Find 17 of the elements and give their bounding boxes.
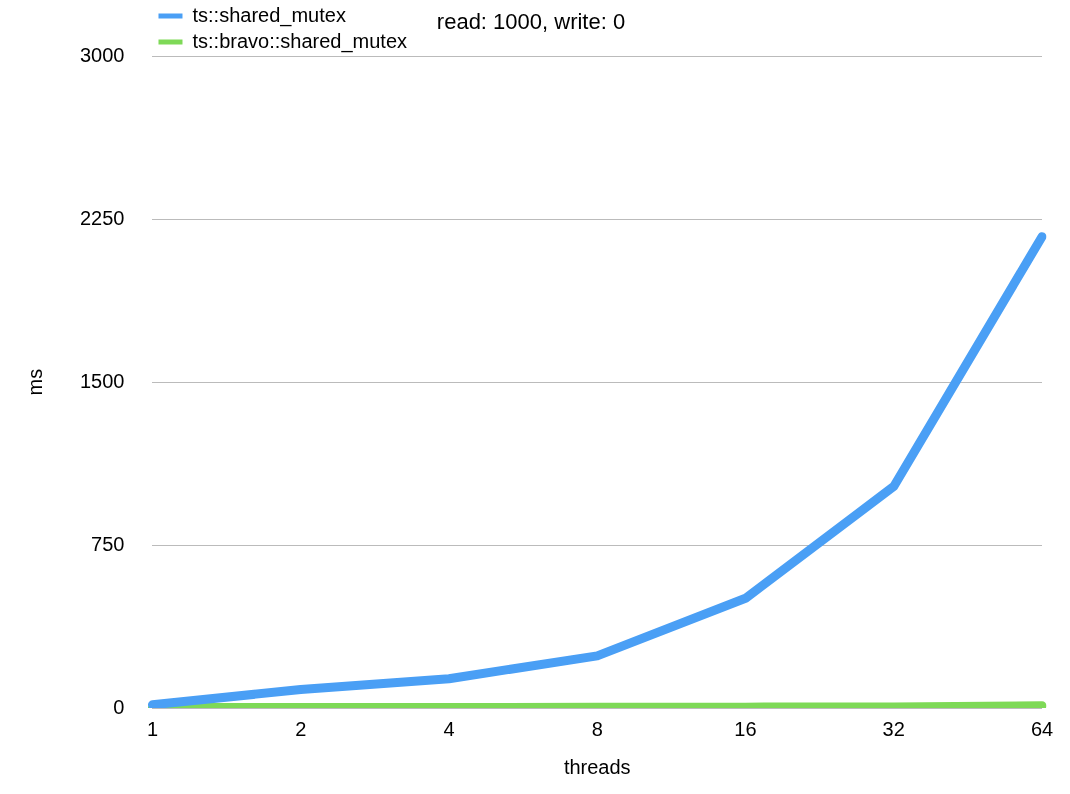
- x-tick-label: 32: [882, 717, 905, 740]
- legend-label: ts::shared_mutex: [192, 3, 346, 27]
- x-tick-label: 64: [1030, 717, 1054, 740]
- chart-title: read: 1000, write: 0: [436, 9, 626, 35]
- y-tick-label: 1500: [79, 369, 125, 392]
- y-axis-title: ms: [23, 368, 46, 396]
- y-tick-label: 2250: [79, 206, 125, 229]
- x-tick-label: 16: [734, 717, 757, 740]
- x-tick-label: 1: [146, 717, 159, 740]
- legend-label: ts::bravo::shared_mutex: [192, 29, 408, 53]
- x-tick-label: 4: [443, 717, 455, 740]
- y-tick-label: 750: [91, 532, 125, 555]
- y-tick-label: 3000: [79, 43, 125, 66]
- y-tick-label: 0: [113, 695, 125, 718]
- x-tick-label: 8: [591, 717, 603, 740]
- x-axis-title: threads: [563, 755, 631, 778]
- x-tick-label: 2: [295, 717, 307, 740]
